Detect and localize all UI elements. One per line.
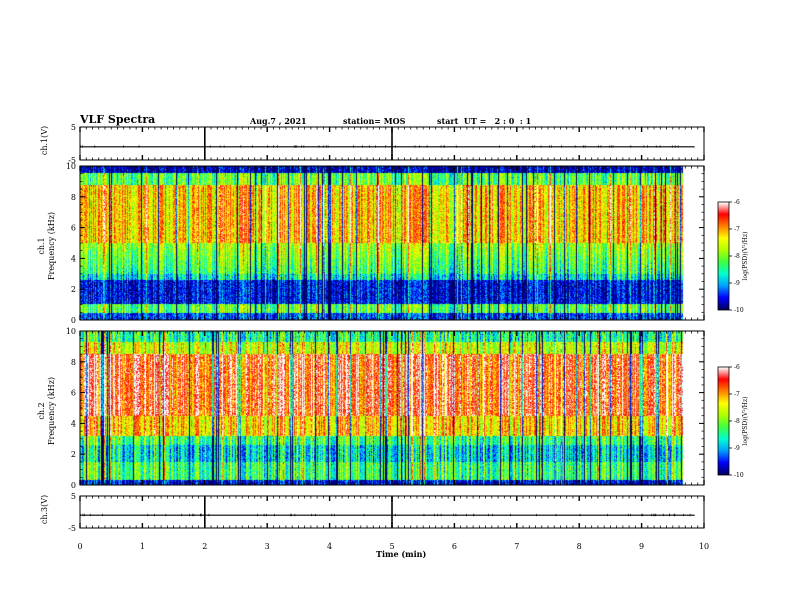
colorbar-tick-label: -9	[734, 445, 740, 452]
y-tick-label: 6	[71, 389, 76, 398]
y-tick-label: 8	[71, 193, 76, 202]
x-axis-label: Time (min)	[376, 549, 427, 559]
panel-2-frame	[79, 165, 705, 321]
date-label: Aug.7 , 2021	[250, 116, 307, 126]
y-tick-label: 4	[71, 254, 76, 263]
ch1-colorbar	[718, 202, 729, 310]
x-tick-label: 5	[389, 542, 394, 551]
x-tick-label: 4	[327, 542, 332, 551]
colorbar-tick-label: -8	[734, 418, 740, 425]
colorbar-tick-label: -8	[734, 253, 740, 260]
ch1-spectrogram-canvas	[80, 166, 692, 320]
x-tick-label: 6	[452, 542, 457, 551]
x-tick-label: 9	[639, 542, 644, 551]
y-tick-label: 0	[71, 481, 76, 490]
ch2-spectrogram-canvas	[80, 331, 692, 485]
y-tick-label: 5	[71, 123, 76, 132]
x-tick-label: 7	[514, 542, 519, 551]
station-label: station= MOS	[343, 116, 406, 126]
colorbar-label: log(PSD)(V²/Hz)	[742, 397, 749, 446]
colorbar-tick-label: -7	[734, 391, 740, 398]
y-tick-label: 8	[71, 358, 76, 367]
colorbar-1-frame	[717, 201, 730, 311]
ch1-voltage-ylabel: ch.1(V)	[40, 125, 50, 156]
colorbar-tick-label: -6	[734, 364, 740, 371]
y-tick-label: 4	[71, 419, 76, 428]
colorbar-2-frame	[717, 366, 730, 476]
ch3-voltage-ylabel: ch.3(V)	[40, 494, 50, 525]
x-tick-label: 1	[140, 542, 145, 551]
figure-title: VLF Spectra	[80, 113, 156, 126]
ch2-colorbar	[718, 367, 729, 475]
y-tick-label: 6	[71, 224, 76, 233]
ch2-spectrogram-ylabel: ch.2 Frequency (kHz)	[37, 376, 56, 446]
y-tick-label: 0	[71, 316, 76, 325]
y-tick-label: -5	[68, 156, 76, 165]
colorbar-tick-label: -7	[734, 226, 740, 233]
y-tick-label: 10	[66, 162, 76, 171]
y-tick-label: 10	[66, 327, 76, 336]
colorbar-label: log(PSD)(V²/Hz)	[742, 232, 749, 281]
x-tick-label: 3	[265, 542, 270, 551]
x-tick-label: 2	[202, 542, 207, 551]
y-tick-label: 2	[71, 285, 76, 294]
y-tick-label: 2	[71, 450, 76, 459]
start-time-label: start UT = 2 : 0 : 1	[437, 116, 532, 126]
colorbar-tick-label: -10	[734, 307, 744, 314]
colorbar-tick-label: -6	[734, 199, 740, 206]
colorbar-tick-label: -10	[734, 472, 744, 479]
colorbar-tick-label: -9	[734, 280, 740, 287]
panel-3-frame	[79, 330, 705, 486]
x-tick-label: 10	[699, 542, 709, 551]
x-tick-label: 8	[577, 542, 582, 551]
x-tick-label: 0	[77, 542, 82, 551]
y-tick-label: -5	[68, 524, 76, 533]
y-tick-label: 5	[71, 492, 76, 501]
ch1-spectrogram-ylabel: ch.1 Frequency (kHz)	[37, 211, 56, 281]
